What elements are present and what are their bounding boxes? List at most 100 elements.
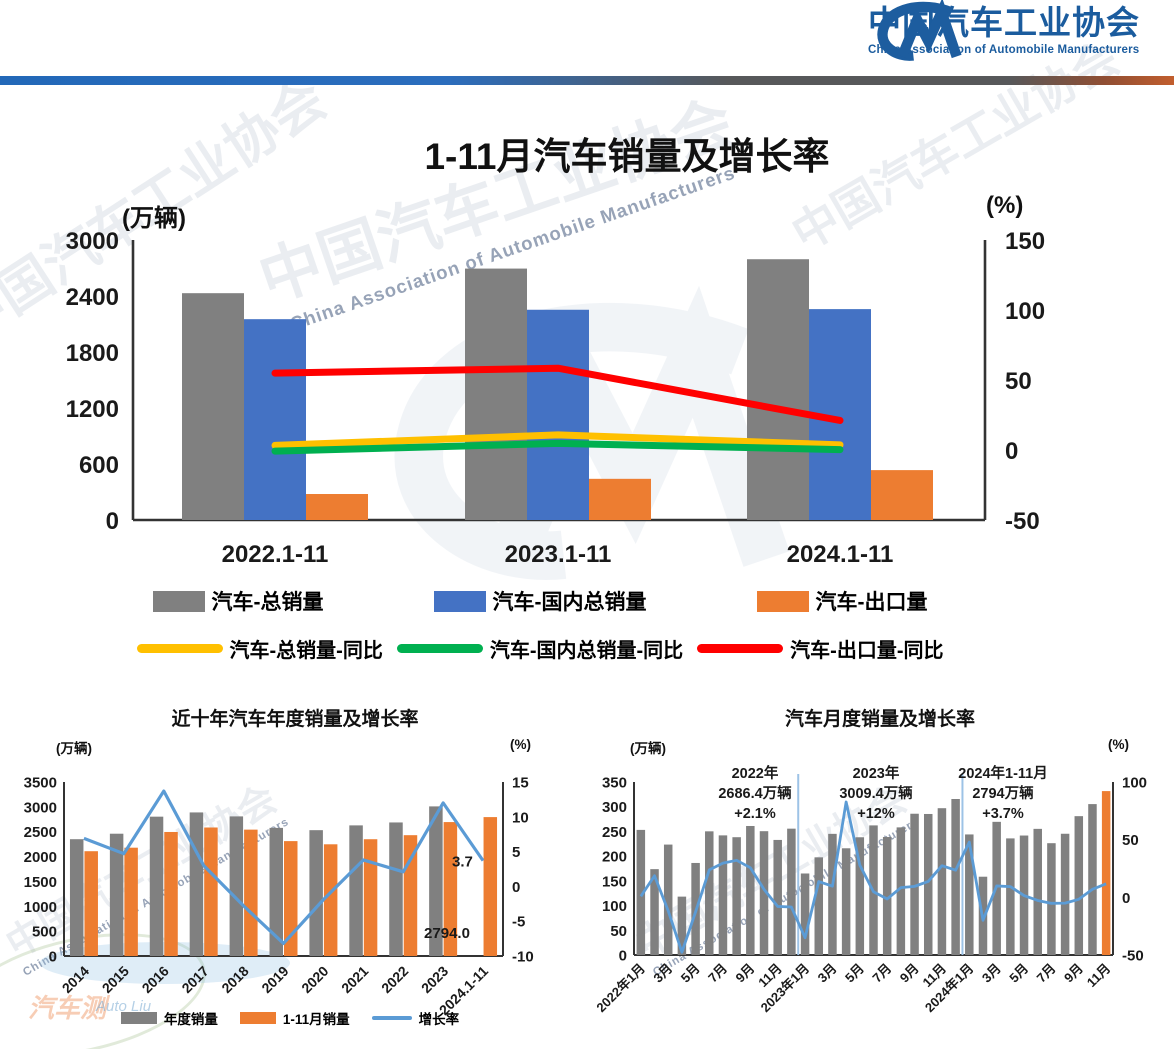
legend-label: 汽车-总销量 — [211, 591, 324, 614]
right-tick-label: 50 — [1005, 368, 1032, 395]
annotation-text: +2.1% — [734, 806, 776, 822]
bar — [1060, 833, 1070, 955]
bar — [923, 813, 933, 955]
legend-label: 汽车-总销量-同比 — [229, 640, 383, 662]
annotation-text: 2022年 — [732, 764, 779, 782]
bar — [164, 831, 178, 956]
right-tick-label: 100 — [1005, 298, 1045, 325]
left-tick-label: 2500 — [24, 824, 57, 841]
left-tick-label: 350 — [602, 775, 627, 792]
annotation-text: +12% — [857, 806, 895, 822]
growth-line — [639, 800, 1107, 954]
category-label: 7月 — [1034, 961, 1059, 986]
category-label: 9月 — [733, 961, 758, 986]
bar — [189, 812, 204, 956]
bar — [69, 839, 84, 956]
monthly-left-axis-unit: (万辆) — [630, 741, 666, 756]
legend-swatch — [239, 1012, 276, 1024]
category-label: 5月 — [678, 961, 703, 986]
legend-label: 1-11月销量 — [282, 1012, 350, 1027]
right-tick-label: 50 — [1122, 832, 1139, 849]
legend-item: 汽车-出口量-同比 — [697, 634, 943, 663]
bar — [747, 259, 809, 520]
right-tick-label: -10 — [512, 949, 534, 966]
bar — [443, 822, 458, 956]
main-chart-plot: 0 600 1200 1800 2400 3000 -50 0 50 100 150 2022.1-1… — [66, 228, 1045, 568]
line-series — [271, 431, 844, 449]
annual-legend: 年度销量 1-11月销量 增长率 — [20, 1008, 560, 1028]
bar — [855, 837, 865, 955]
legend-swatch — [756, 590, 809, 612]
bar — [705, 831, 714, 955]
annotation-text: 2686.4万辆 — [718, 784, 792, 802]
category-label: 11月 — [1084, 961, 1114, 991]
right-tick-label: -50 — [1005, 508, 1040, 535]
main-right-axis-unit: (%) — [986, 192, 1024, 219]
legend-label: 年度销量 — [163, 1012, 218, 1027]
left-tick-label: 3500 — [24, 775, 57, 792]
legend-item: 增长率 — [371, 1008, 460, 1028]
left-tick-label: 150 — [602, 873, 627, 890]
legend-item: 汽车-国内总销量-同比 — [396, 634, 683, 663]
legend-item: 1-11月销量 — [239, 1008, 350, 1028]
left-tick-label: 500 — [32, 924, 57, 941]
right-tick-label: -5 — [512, 914, 525, 931]
category-label: 2017 — [178, 963, 211, 996]
bar — [636, 829, 646, 955]
left-tick-label: 1800 — [66, 340, 119, 367]
bar — [773, 839, 782, 955]
legend-item: 汽车-国内总销量 — [433, 586, 647, 616]
legend-swatch — [120, 1012, 157, 1024]
bar — [841, 848, 851, 955]
bar — [284, 841, 298, 956]
category-label: 3月 — [815, 961, 840, 986]
legend-label: 汽车-国内总销量 — [492, 591, 647, 614]
legend-label: 增长率 — [418, 1012, 460, 1027]
legend-item: 年度销量 — [120, 1008, 218, 1028]
category-label: 7月 — [705, 961, 730, 986]
left-tick-label: 100 — [602, 898, 627, 915]
bar — [124, 847, 138, 956]
growth-line — [83, 789, 485, 946]
bar — [937, 808, 947, 955]
left-tick-label: 1200 — [66, 396, 119, 423]
category-label: 9月 — [897, 961, 922, 986]
annual-left-axis-unit: (万辆) — [56, 741, 92, 756]
category-label: 9月 — [1061, 961, 1086, 986]
left-tick-label: 50 — [610, 923, 627, 940]
left-tick-label: 3000 — [24, 799, 57, 816]
bar — [349, 825, 363, 956]
bar — [363, 839, 378, 956]
right-tick-label: 0 — [1122, 890, 1130, 907]
bar — [229, 816, 244, 956]
category-label: 5月 — [842, 961, 867, 986]
category-label: 2023 — [418, 963, 451, 996]
right-tick-label: 100 — [1122, 775, 1147, 792]
category-label: 2016 — [139, 963, 172, 996]
bar — [814, 857, 824, 955]
bar — [1088, 804, 1097, 955]
bar — [269, 827, 283, 956]
category-label: 2014 — [59, 963, 92, 996]
left-tick-label: 0 — [49, 949, 57, 966]
bar — [1047, 843, 1056, 955]
brand-logo: 中国汽车工业协会 China Association of Automobile… — [868, 0, 1140, 61]
legend-item: 汽车-出口量 — [756, 586, 928, 616]
bar — [746, 825, 755, 955]
right-tick-label: 0 — [1005, 438, 1018, 465]
bar — [732, 837, 741, 955]
header: 中国汽车工业协会 China Association of Automobile… — [0, 0, 1174, 76]
bar — [527, 309, 589, 520]
category-label: 2018 — [218, 963, 251, 996]
bar — [882, 837, 892, 955]
left-tick-label: 3000 — [66, 228, 119, 255]
bar-series — [182, 259, 809, 520]
category-label: 2022 — [378, 963, 411, 996]
legend-swatch — [371, 1016, 412, 1020]
legend-swatch — [697, 644, 784, 653]
bar — [759, 831, 769, 955]
category-label: 2022年1月 — [593, 961, 648, 1016]
bar — [663, 844, 673, 955]
bar — [465, 268, 527, 520]
